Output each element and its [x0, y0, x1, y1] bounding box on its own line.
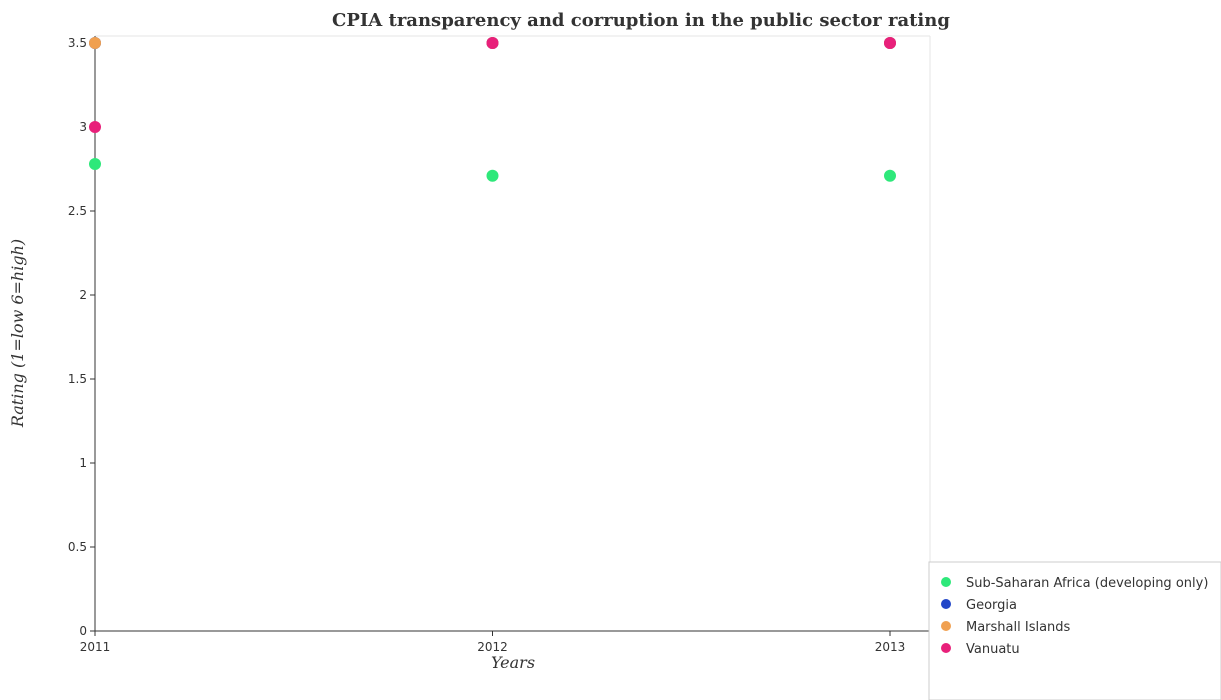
y-ticks: 0 0.5 1 1.5 2 2.5 3 3.5	[68, 36, 95, 638]
plot-frame	[94, 35, 931, 632]
y-tick-label: 0	[79, 624, 87, 638]
legend-marker	[941, 621, 951, 631]
x-tick-label: 2012	[477, 640, 508, 654]
legend-box	[928, 561, 1221, 700]
y-tick-label: 2.5	[68, 204, 87, 218]
y-tick-label: 2	[79, 288, 87, 302]
x-tick-label: 2013	[875, 640, 906, 654]
point-marshall-islands-2011	[89, 37, 101, 49]
legend-label: Sub-Saharan Africa (developing only)	[966, 576, 1208, 591]
point-sub-saharan-africa-developing-only-2013	[884, 169, 896, 182]
legend-label: Georgia	[966, 598, 1017, 613]
legend-label: Marshall Islands	[966, 620, 1071, 635]
point-vanuatu-2012	[486, 37, 499, 49]
legend-marker	[941, 643, 951, 653]
y-tick-label: 3	[79, 120, 87, 134]
point-sub-saharan-africa-developing-only-2011	[89, 157, 101, 170]
data-points	[89, 37, 896, 182]
legend-marker	[941, 599, 951, 609]
legend-label: Vanuatu	[966, 642, 1020, 657]
y-tick-label: 3.5	[68, 36, 87, 50]
y-tick-label: 1.5	[68, 372, 87, 386]
point-sub-saharan-africa-developing-only-2012	[486, 169, 499, 182]
y-axis-title: Rating (1=low 6=high)	[8, 239, 27, 428]
x-axis-title: Years	[491, 653, 535, 672]
legend-marker	[941, 577, 951, 587]
y-tick-label: 1	[79, 456, 87, 470]
x-ticks: 2011 2012 2013	[80, 631, 906, 654]
chart-title: CPIA transparency and corruption in the …	[332, 10, 950, 31]
x-tick-label: 2011	[80, 640, 111, 654]
legend: Sub-Saharan Africa (developing only) Geor…	[928, 561, 1221, 700]
y-tick-label: 0.5	[68, 540, 87, 554]
point-vanuatu-2013	[884, 37, 896, 49]
point-vanuatu-2011	[89, 121, 101, 133]
